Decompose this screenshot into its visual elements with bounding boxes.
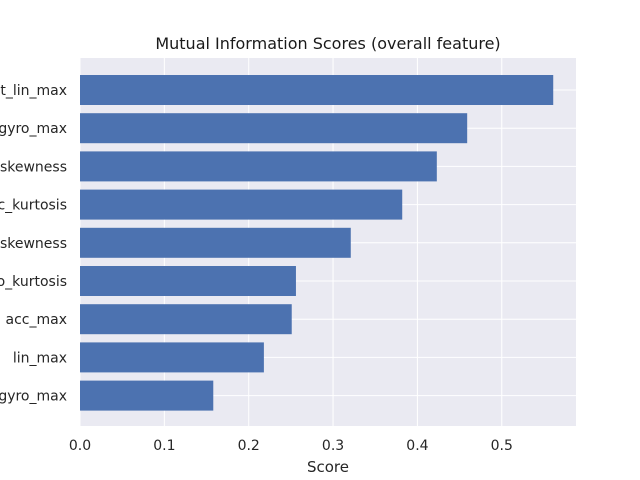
y-tick-label: st_lin_max [0, 83, 67, 99]
bar [80, 113, 468, 144]
x-tick-label: 0.1 [153, 438, 175, 454]
bar [80, 227, 351, 258]
bar [80, 266, 296, 296]
y-tick-labels: st_lin_maxgyro_maxskewnessc_kurtosisskew… [0, 83, 67, 405]
x-tick-label: 0.3 [322, 438, 344, 454]
y-tick-label: gyro_max [0, 121, 67, 137]
bars [80, 75, 554, 411]
y-tick-label: acc_max [6, 312, 67, 328]
bar [80, 151, 437, 182]
x-tick-label: 0.0 [69, 438, 91, 454]
x-tick-label: 0.5 [491, 438, 513, 454]
y-tick-label: o_kurtosis [0, 274, 67, 290]
bar [80, 380, 214, 411]
x-axis-label: Score [307, 458, 349, 476]
y-tick-label: skewness [0, 236, 67, 252]
bar [80, 75, 554, 105]
bar [80, 342, 264, 373]
y-tick-label: skewness [0, 159, 67, 175]
y-tick-label: gyro_max [0, 389, 67, 405]
chart-title: Mutual Information Scores (overall featu… [155, 34, 500, 53]
y-tick-label: lin_max [13, 350, 67, 366]
x-tick-label: 0.4 [406, 438, 428, 454]
x-tick-labels: 0.0 0.1 0.2 0.3 0.4 0.5 [69, 438, 513, 454]
bar [80, 189, 403, 220]
bar [80, 304, 292, 335]
x-tick-label: 0.2 [238, 438, 260, 454]
y-tick-label: c_kurtosis [0, 198, 67, 214]
